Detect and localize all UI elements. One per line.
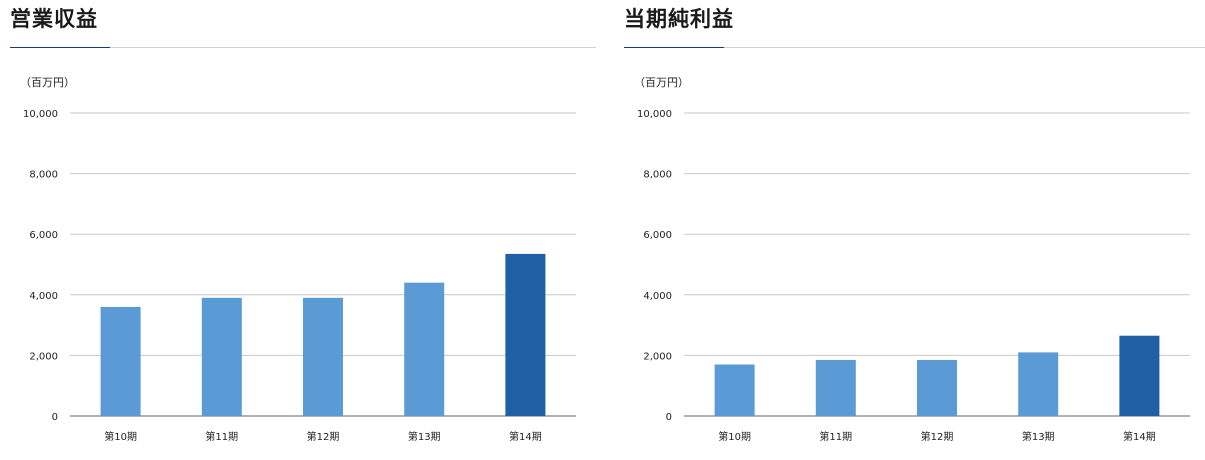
- bar-第12期: [303, 297, 343, 416]
- unit-label: （百万円）: [20, 76, 75, 89]
- title-underline: [624, 47, 1205, 48]
- y-tick-label: 8,000: [643, 170, 672, 181]
- x-category-label: 第11期: [205, 430, 238, 443]
- title-underline: [10, 47, 596, 48]
- panel-title: 当期純利益: [624, 7, 734, 31]
- bar-第10期: [714, 364, 755, 416]
- panel-title: 営業収益: [10, 7, 98, 31]
- x-category-label: 第14期: [1123, 430, 1156, 443]
- x-category-label: 第10期: [104, 430, 137, 443]
- y-tick-label: 2,000: [643, 351, 672, 362]
- bar-第11期: [201, 297, 242, 416]
- title-accent-underline: [624, 47, 724, 48]
- y-tick-label: 2,000: [29, 351, 58, 362]
- bar-第13期: [1018, 352, 1059, 416]
- bar-第11期: [815, 359, 856, 416]
- y-tick-label: 6,000: [29, 230, 58, 241]
- y-tick-label: 6,000: [643, 230, 672, 241]
- x-category-label: 第12期: [921, 430, 954, 443]
- operating-revenue-chart: （百万円） 0 2,000 4,000 6,000 8,000 10,000 第10期 第11…: [20, 76, 576, 443]
- y-tick-label: 0: [52, 412, 58, 423]
- y-tick-label: 4,000: [29, 291, 58, 302]
- x-category-label: 第14期: [509, 430, 542, 443]
- x-category-label: 第12期: [307, 430, 340, 443]
- x-category-label: 第11期: [819, 430, 852, 443]
- net-income-panel: 当期純利益 （百万円） 0 2,000 4,000 6,000 8,000 10,000 第…: [624, 0, 1205, 460]
- unit-label: （百万円）: [634, 76, 689, 89]
- x-category-label: 第13期: [408, 430, 441, 443]
- bar-第13期: [404, 282, 445, 416]
- bar-第10期: [100, 306, 141, 416]
- x-category-label: 第13期: [1022, 430, 1055, 443]
- bar-第12期: [917, 359, 957, 416]
- y-tick-label: 10,000: [637, 109, 672, 120]
- net-income-chart: （百万円） 0 2,000 4,000 6,000 8,000 10,000 第10期 第11…: [634, 76, 1190, 443]
- y-tick-label: 0: [666, 412, 672, 423]
- bar-第14期: [505, 253, 546, 416]
- bar-第14期: [1119, 335, 1160, 416]
- y-tick-label: 4,000: [643, 291, 672, 302]
- y-tick-label: 10,000: [23, 109, 58, 120]
- y-tick-label: 8,000: [29, 170, 58, 181]
- x-category-label: 第10期: [718, 430, 751, 443]
- operating-revenue-panel: 営業収益 （百万円） 0 2,000 4,000 6,000 8,000 10,000 第1…: [10, 0, 596, 460]
- title-accent-underline: [10, 47, 110, 48]
